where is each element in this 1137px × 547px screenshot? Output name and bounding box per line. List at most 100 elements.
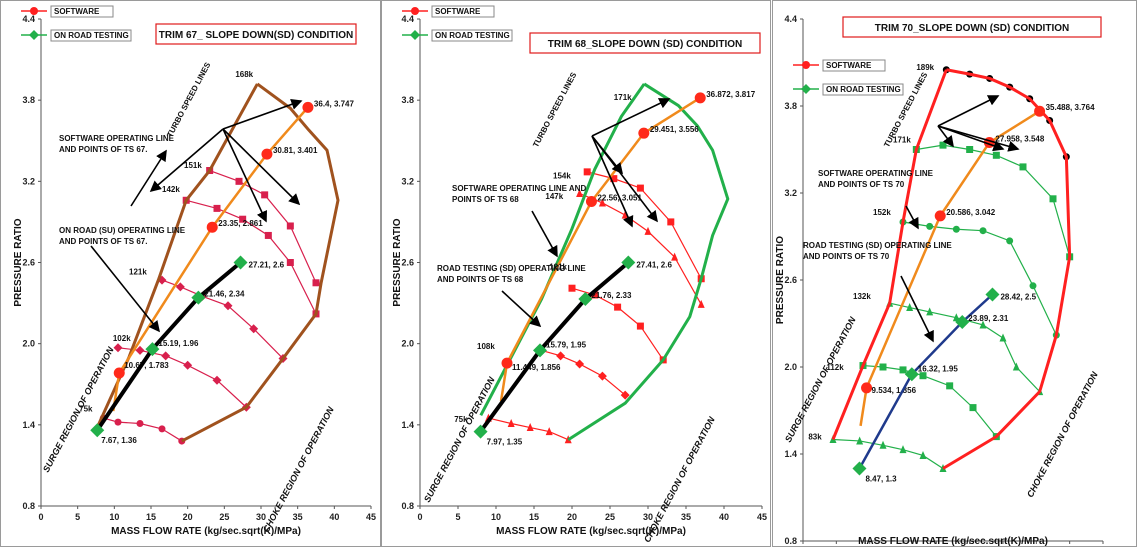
x-tick-label: 25 [219, 512, 229, 522]
chart-title: TRIM 68_SLOPE DOWN (SD) CONDITION [548, 39, 742, 50]
road-point [852, 461, 867, 476]
choke-line [181, 82, 340, 443]
annotation-arrow [900, 275, 934, 343]
road-point [533, 343, 548, 358]
road-point [90, 423, 105, 438]
software-point [302, 101, 314, 113]
software-point [638, 127, 650, 139]
y-axis-label: PRESSURE RATIO [13, 218, 24, 306]
software-point [934, 210, 946, 222]
choke-line [567, 82, 730, 441]
legend-road-marker [29, 30, 39, 40]
software-point-label: 29.451, 3.556 [650, 125, 699, 134]
speed-point-151k [286, 222, 294, 230]
software-point-label: 20.586, 3.042 [946, 208, 995, 217]
speed-point-154k [583, 168, 591, 176]
y-tick-label: 4.4 [784, 14, 797, 24]
speed-point-142k [286, 259, 294, 266]
speed-point-112k [919, 372, 927, 380]
x-tick-label: 10 [491, 512, 501, 522]
speed-point-108k [556, 351, 566, 361]
road-point-label: 28.42, 2.5 [1000, 293, 1036, 302]
speed-tag-label: 121k [129, 268, 147, 277]
speed-point-171k [992, 151, 1000, 159]
chart-title-box [842, 16, 1102, 38]
speed-point-102k [183, 360, 193, 370]
speed-point-147k [671, 252, 679, 261]
annotation-arrow [90, 245, 160, 333]
annotation-arrow [937, 125, 954, 148]
speed-point-75k [158, 425, 166, 433]
x-tick-label: 5 [455, 512, 460, 522]
x-tick-label: 20 [567, 512, 577, 522]
speed-point-108k [620, 390, 630, 400]
speed-point-102k [135, 345, 145, 355]
annotation-arrow [591, 135, 634, 228]
road-point [145, 342, 160, 357]
speed-point-75k [507, 418, 515, 427]
surge-line [831, 69, 948, 441]
y-tick-label: 2.0 [784, 362, 797, 372]
software-point [694, 92, 706, 104]
speed-point-121k [223, 301, 233, 311]
road-point-label: 15.79, 1.95 [546, 340, 587, 349]
speed-line-83k [832, 438, 944, 470]
speed-tag-label: 168k [235, 70, 253, 79]
legend-road-label: ON ROAD TESTING [54, 31, 129, 40]
x-axis-label: MASS FLOW RATE (kg/sec.sqrt(K)/MPa) [858, 536, 1048, 546]
chart-title: TRIM 67_ SLOPE DOWN(SD) CONDITION [159, 30, 353, 41]
y-tick-label: 1.4 [784, 449, 797, 459]
y-tick-label: 2.0 [22, 339, 35, 349]
speed-point-112k [879, 363, 887, 371]
annotation-text: SOFTWARE OPERATING LINE AND POINTS OF TS … [452, 184, 586, 204]
speed-tag-label: 121k [549, 262, 567, 271]
legend-software-label: SOFTWARE [826, 61, 872, 70]
annotation-arrow [905, 205, 919, 230]
legend-road-label: ON ROAD TESTING [826, 85, 901, 94]
annotation-line: SOFTWARE OPERATING LINE [818, 169, 934, 178]
speed-tag-label: 108k [477, 342, 495, 351]
annotation-arrow [531, 210, 558, 258]
road-point-label: 7.67, 1.36 [101, 436, 137, 445]
annotation-text: ROAD TESTING (SD) OPERATING LINE AND POIN… [437, 264, 586, 284]
speed-line-147k [579, 192, 702, 305]
speed-point-83k [879, 440, 887, 449]
speed-point-121k [249, 324, 259, 334]
speed-tag-label: 171k [614, 93, 632, 102]
speed-point-121k [568, 284, 576, 292]
annotation-line: SOFTWARE OPERATING LINE [59, 134, 175, 143]
x-tick-label: 30 [643, 512, 653, 522]
annotation-line: ROAD TESTING (SD) OPERATING LINE [803, 241, 952, 250]
choke-line [942, 68, 1072, 470]
legend-road-box [50, 29, 132, 42]
speed-line-108k [541, 349, 626, 396]
x-tick-label: 30 [256, 512, 266, 522]
speed-tag-label: 102k [113, 334, 131, 343]
speed-point-142k [213, 204, 221, 212]
chart-title-box [155, 23, 357, 45]
chart-svg-trim-70: 0.81.42.02.63.23.84.4051015202530354045M… [775, 14, 1104, 546]
x-axis-label: MASS FLOW RATE (kg/sec.sqrt(K)/MPa) [496, 526, 686, 537]
annotation-arrow [149, 128, 224, 193]
software-point [1034, 105, 1046, 117]
speed-point-152k [926, 222, 934, 230]
software-point [501, 357, 513, 369]
speed-point-147k [644, 226, 652, 235]
annotation-text: SOFTWARE OPERATING LINE AND POINTS OF TS … [818, 169, 934, 189]
annotation-text: SOFTWARE OPERATING LINE AND POINTS OF TS … [59, 134, 175, 154]
annotation-line: AND POINTS OF TS 67. [59, 145, 147, 154]
annotation-arrow [591, 135, 658, 223]
speed-tag-label: 132k [853, 292, 871, 301]
chart-svg-trim-67: 0.8 1.4 2.0 2.6 3.2 3.8 4.4 0 5 10 15 20 25 30 35 40 45 M… [13, 5, 376, 537]
road-point-label: 21.76, 2.33 [591, 291, 632, 300]
annotation-line: AND POINTS OF TS 67. [59, 237, 147, 246]
y-tick-label: 2.6 [401, 258, 414, 268]
speed-point-75k [526, 423, 534, 432]
speed-point-102k [161, 351, 171, 361]
y-axis-label: PRESSURE RATIO [775, 236, 786, 324]
software-point-label: 23.35, 2.861 [218, 219, 263, 228]
x-axis-label: MASS FLOW RATE (kg/sec.sqrt(K)/MPa) [111, 526, 301, 537]
annotation-arrow [222, 128, 268, 223]
x-tick-label: 35 [293, 512, 303, 522]
road-point-label: 23.89, 2.31 [968, 314, 1009, 323]
